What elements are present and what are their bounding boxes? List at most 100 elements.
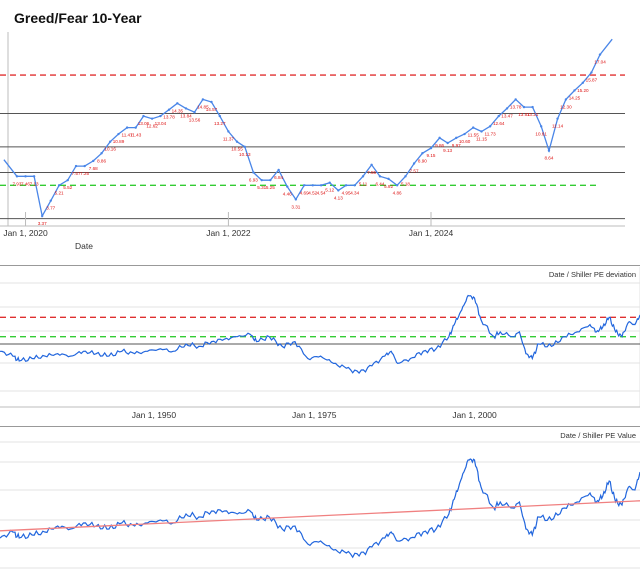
data-point [159,114,162,118]
data-label: 10.55 [231,147,243,152]
data-label: 14.85 [197,104,209,109]
data-point [108,140,112,143]
data-point [344,184,348,187]
data-point [57,184,61,187]
data-point [505,107,509,110]
data-point [446,141,449,145]
data-label: 11.73 [485,131,497,136]
data-point [201,98,205,101]
data-label: 5.12 [325,188,334,193]
data-label: 4.46 [283,192,292,197]
panel-title: Date / Shiller PE deviation [549,270,636,279]
data-point [49,199,52,202]
data-point [311,184,314,187]
data-point [370,163,373,166]
data-point [319,184,323,187]
panel-divider-2 [0,426,640,427]
data-label: 13.27 [214,121,226,126]
data-point [598,53,602,56]
data-label: 14.57 [206,107,218,112]
data-label: 13.84 [180,113,192,118]
data-label: 6.44 [375,181,384,186]
data-point [167,108,171,111]
data-point [378,175,382,178]
data-label: 4.69 [300,190,309,195]
panel-title: Date / Shiller PE Value [560,431,636,440]
trend-line [0,500,640,532]
data-label: 5.21 [55,190,64,195]
data-point [463,132,466,136]
data-point [243,145,246,149]
data-point [573,89,576,92]
data-label: 13.04 [155,121,167,126]
data-point [404,175,407,178]
data-label: 7.57 [72,171,81,176]
data-label: 5.25 [266,185,275,190]
data-point [302,184,306,187]
data-point [590,71,593,74]
data-label: 7.25 [80,171,89,176]
data-label: 3.37 [38,221,47,226]
greed-fear-chart: 7.93 7.46 7.133.373.775.215.527.57 7.257.68… [0,32,625,251]
data-label: 8.86 [97,158,106,163]
data-point [24,175,27,178]
data-point [74,164,78,168]
data-point [260,178,263,182]
data-label: 3.77 [46,206,55,211]
data-label: 11.14 [552,124,564,129]
data-label: 10.13 [239,152,251,157]
data-label: 15.87 [586,78,598,83]
data-point [471,126,475,129]
data-point [361,175,365,178]
x-tick-label: Jan 1, 2020 [3,228,48,238]
data-label: 14.25 [569,95,581,100]
data-point [556,117,559,120]
data-label: 12.64 [493,121,505,126]
data-label: 13.78 [163,115,175,120]
data-point [269,178,272,182]
data-label: 14.35 [172,108,184,113]
data-label: 5.92 [384,184,393,189]
chart-title: Greed/Fear 10-Year [14,10,142,26]
data-point [117,132,120,136]
data-point [227,130,230,133]
data-point [353,184,356,187]
data-label: 13.56 [189,117,201,122]
data-label: 10.61 [535,131,547,136]
data-label: 5.11 [359,181,368,186]
data-label: 7.68 [89,166,98,171]
data-point [395,184,399,187]
x-tick-label: Jan 1, 1950 [132,410,177,420]
data-point [83,164,86,168]
data-label: 13.06 [138,121,150,126]
data-label: 5.31 [257,185,266,190]
data-point [328,181,331,184]
x-tick-label: Jan 1, 2024 [409,228,454,238]
data-label: 11.43 [130,133,142,138]
data-label: 6.93 [249,177,258,182]
data-point [488,125,492,128]
data-point [150,117,154,120]
data-point [531,105,534,109]
data-label: 4.13 [334,195,343,200]
x-tick-label: Jan 1, 2022 [206,228,251,238]
data-label: 4.52 [308,190,317,195]
data-point [438,136,441,140]
data-point [412,162,416,165]
data-label: 12.62 [146,124,158,129]
data-point [421,152,424,155]
data-point [235,140,239,143]
data-label: 9.86 [435,143,444,148]
data-point [277,168,280,172]
shiller-deviation-chart: Jan 1, 1950 Jan 1, 1975 Jan 1, 2000 Date / … [0,267,640,420]
data-label: 7.55 [367,170,376,175]
data-label: 10.89 [113,139,125,144]
data-label: 5.18 [401,181,410,186]
data-point [337,189,340,192]
data-point [387,177,390,181]
data-label: 4.95 [342,190,351,195]
data-label: 11.15 [476,136,488,141]
data-label: 7.13 [30,181,39,186]
data-label: 5.52 [63,185,72,190]
data-label: 3.31 [291,204,300,209]
